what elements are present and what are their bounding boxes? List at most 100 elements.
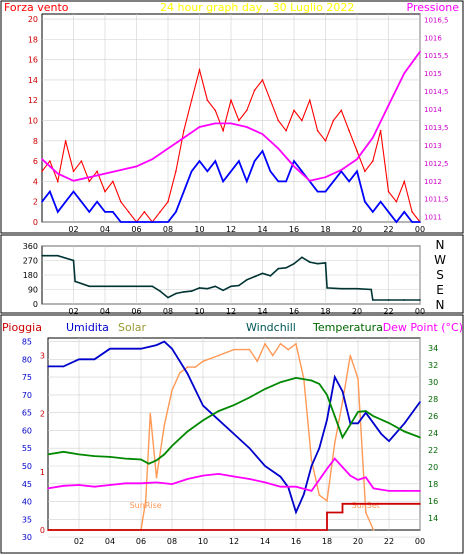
humidity-tick-label: 85 [22,338,32,347]
dewpoint-point [388,490,390,492]
direction-point [308,261,311,263]
pressure-point [277,147,280,150]
gust-point [316,129,319,132]
temperature-point [341,436,344,439]
gust-point [175,170,177,173]
dewpoint-label: Dew Point (°C) [383,321,463,334]
humidity-tick-label: 55 [22,444,32,453]
wind-point [356,170,358,173]
dewpoint-point [248,478,251,480]
wind-point [119,221,122,223]
wind-point [348,180,350,183]
direction-point [371,299,374,301]
solar-point [163,424,166,427]
wind-point [411,221,413,223]
gust-point [301,119,303,122]
wind-x-tick-label: 04 [100,225,110,234]
direction-point [214,285,217,288]
pressure-point [293,165,295,168]
temp-x-tick-label: 02 [74,537,84,546]
gust-point [72,170,75,173]
humidity-point [202,404,204,407]
gust-point [348,129,350,132]
wind-tick-label: 4 [33,177,38,186]
wind-pressure-panel: 0246810121416182010111011,510121012,5101… [28,13,449,234]
compass-label: S [436,268,444,282]
gust-point [159,211,161,213]
dewpoint-point [171,483,173,485]
wind-point [206,170,209,173]
direction-point [285,266,287,269]
wind-point [253,160,256,162]
direction-point [269,275,272,277]
direction-tick-label: 270 [23,257,38,266]
temperature-point [171,445,173,447]
pressure-point [167,147,169,150]
dewpoint-point [279,485,282,488]
wind-tick-label: 10 [28,117,38,126]
temperature-point [403,430,406,433]
wind-point [285,180,287,183]
humidity-tick-label: 65 [22,409,32,418]
temperature-point [124,457,127,460]
temperature-tick-label: 30 [428,378,438,387]
rain-series-line [48,502,420,531]
solar-point [279,343,282,345]
direction-point [253,275,256,278]
wind-point [379,200,382,203]
gust-point [104,190,106,193]
pressure-point [340,169,343,171]
direction-x-tick-label: 06 [131,307,141,316]
pressure-point [135,165,138,168]
windchill-label: Windchill [246,321,296,334]
humidity-point [318,447,321,450]
dewpoint-point [310,490,313,492]
solar-point [318,494,321,496]
solar-point [333,441,336,444]
compass-label: N [436,298,445,312]
direction-point [238,284,240,287]
pressure-point [245,126,248,128]
humidity-point [233,433,235,435]
solar-point [178,372,181,374]
direction-point [370,288,372,291]
pressure-tick-label: 1016,5 [424,16,449,24]
wind-tick-label: 8 [33,137,38,146]
wind-point [198,160,201,162]
gust-point [245,109,248,112]
gust-point [96,170,98,173]
direction-point [356,287,358,290]
temp-panel-frame [0,314,464,554]
direction-point [222,289,224,292]
temperature-point [248,396,251,399]
direction-point [175,292,177,295]
wind-point [190,170,193,173]
gust-point [403,180,406,183]
humidity-tick-label: 60 [22,426,32,435]
pressure-point [72,179,75,182]
humidity-point [326,418,328,421]
temp-x-tick-label: 12 [229,537,239,546]
gust-point [206,99,209,102]
pressure-tick-label: 1014 [424,106,442,114]
temp-x-tick-label: 14 [260,537,270,546]
wind-axis-label: Forza vento [4,1,69,14]
direction-point [167,296,169,299]
wind-x-tick-label: 10 [194,225,204,234]
solar-point [202,360,204,363]
temperature-point [93,455,96,457]
wind-tick-label: 0 [33,218,38,227]
temperature-point [155,459,158,462]
direction-tick-label: 90 [28,286,38,295]
wind-point [230,170,232,173]
humidity-label: Umidita [66,321,109,334]
wind-panel-frame [0,0,464,234]
gust-point [411,211,413,213]
wind-point [364,200,366,203]
direction-point [340,287,343,290]
dewpoint-point [202,474,204,477]
gust-point [112,180,114,183]
humidity-tick-label: 70 [22,391,32,400]
